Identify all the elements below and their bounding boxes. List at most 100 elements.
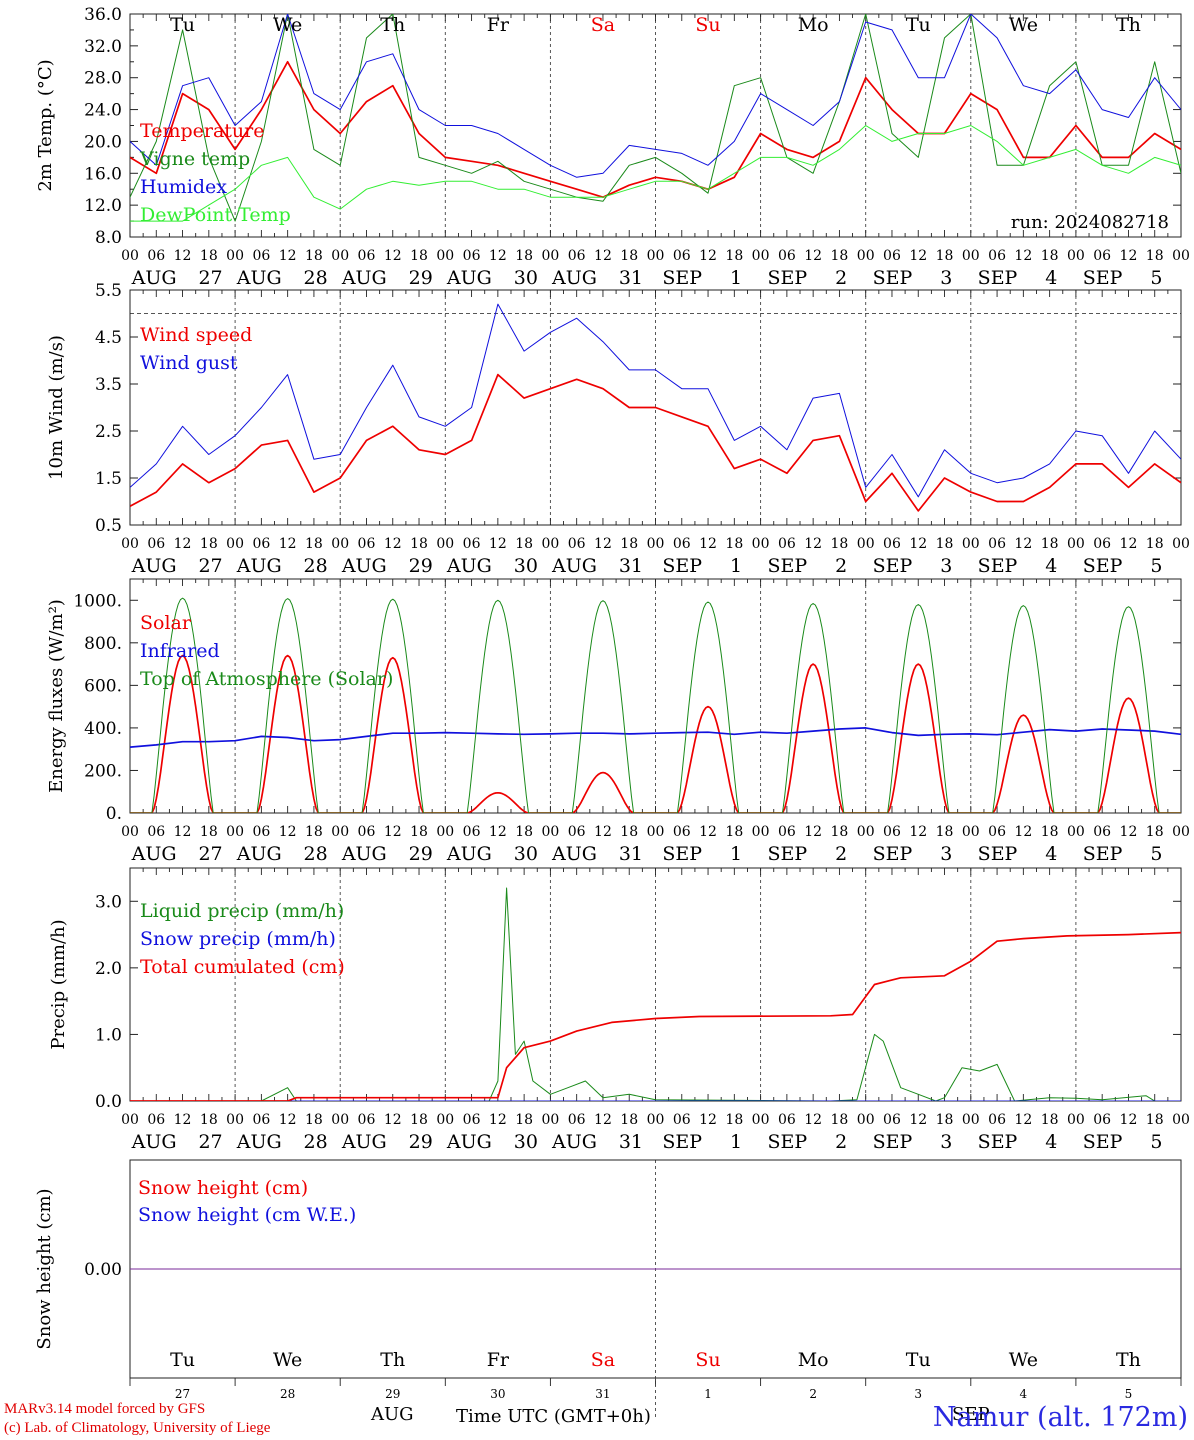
date-month-label: AUG bbox=[446, 843, 492, 865]
hour-tick-label: 12 bbox=[909, 536, 927, 552]
hour-tick-label: 06 bbox=[463, 824, 481, 840]
date-day-label: 27 bbox=[198, 843, 222, 865]
day-of-week-label: We bbox=[273, 14, 302, 36]
date-day-label: 31 bbox=[595, 1387, 610, 1401]
date-month-label: AUG bbox=[236, 1131, 282, 1153]
date-day-label: 2 bbox=[835, 843, 847, 865]
hour-tick-label: 18 bbox=[305, 536, 323, 552]
hour-tick-label: 18 bbox=[1041, 1112, 1059, 1128]
hour-tick-label: 12 bbox=[804, 536, 822, 552]
y-axis-label: 10m Wind (m/s) bbox=[46, 335, 67, 480]
date-day-label: 5 bbox=[1150, 555, 1162, 577]
hour-tick-label: 18 bbox=[831, 824, 849, 840]
hour-tick-label: 12 bbox=[279, 536, 297, 552]
hour-tick-label: 00 bbox=[1172, 1112, 1190, 1128]
y-tick-label: 16.0 bbox=[84, 164, 122, 184]
hour-tick-label: 06 bbox=[673, 536, 691, 552]
hour-tick-label: 00 bbox=[436, 536, 454, 552]
date-day-label: 28 bbox=[304, 1131, 328, 1153]
hour-tick-label: 06 bbox=[778, 824, 796, 840]
hour-tick-label: 06 bbox=[463, 248, 481, 264]
hour-tick-label: 18 bbox=[200, 824, 218, 840]
hour-tick-label: 18 bbox=[515, 824, 533, 840]
date-month-label: AUG bbox=[341, 267, 387, 289]
y-tick-label: 2.0 bbox=[95, 959, 122, 979]
hour-tick-label: 06 bbox=[252, 248, 270, 264]
day-of-week-label: Sa bbox=[591, 1349, 615, 1371]
date-month-label: SEP bbox=[1083, 843, 1123, 865]
date-month-label: SEP bbox=[978, 843, 1018, 865]
hour-tick-label: 06 bbox=[568, 1112, 586, 1128]
date-day-label: 27 bbox=[175, 1387, 190, 1401]
hour-tick-label: 06 bbox=[463, 1112, 481, 1128]
day-of-week-label: We bbox=[1009, 14, 1038, 36]
day-of-week-label: Th bbox=[380, 1349, 405, 1371]
hour-tick-label: 00 bbox=[962, 1112, 980, 1128]
hour-tick-label: 06 bbox=[883, 248, 901, 264]
hour-tick-label: 18 bbox=[305, 1112, 323, 1128]
y-tick-label: 3.0 bbox=[95, 892, 122, 912]
legend-entry: Vigne temp bbox=[139, 148, 250, 170]
hour-tick-label: 12 bbox=[594, 1112, 612, 1128]
hour-tick-label: 12 bbox=[384, 824, 402, 840]
date-month-label: SEP bbox=[1083, 267, 1123, 289]
y-tick-label: 400. bbox=[84, 719, 122, 739]
date-day-label: 31 bbox=[619, 555, 643, 577]
date-month-label: SEP bbox=[767, 555, 807, 577]
hour-tick-label: 06 bbox=[147, 824, 165, 840]
hour-tick-label: 00 bbox=[1067, 536, 1085, 552]
hour-tick-label: 12 bbox=[1014, 1112, 1032, 1128]
y-tick-label: 2.5 bbox=[95, 422, 122, 442]
date-day-label: 28 bbox=[280, 1387, 295, 1401]
hour-tick-label: 00 bbox=[436, 248, 454, 264]
date-day-label: 3 bbox=[940, 555, 952, 577]
hour-tick-label: 18 bbox=[200, 1112, 218, 1128]
date-day-label: 2 bbox=[809, 1387, 817, 1401]
hour-tick-label: 18 bbox=[620, 536, 638, 552]
hour-tick-label: 00 bbox=[1172, 536, 1190, 552]
hour-tick-label: 00 bbox=[436, 1112, 454, 1128]
hour-tick-label: 06 bbox=[1093, 248, 1111, 264]
hour-tick-label: 12 bbox=[489, 824, 507, 840]
date-month-label: SEP bbox=[662, 843, 702, 865]
hour-tick-label: 18 bbox=[1041, 824, 1059, 840]
hour-tick-label: 00 bbox=[962, 536, 980, 552]
hour-tick-label: 06 bbox=[147, 1112, 165, 1128]
date-month-label: SEP bbox=[662, 555, 702, 577]
hour-tick-label: 12 bbox=[174, 824, 192, 840]
y-tick-label: 0. bbox=[106, 804, 122, 824]
hour-tick-label: 12 bbox=[804, 1112, 822, 1128]
hour-tick-label: 06 bbox=[252, 536, 270, 552]
hour-tick-label: 00 bbox=[331, 536, 349, 552]
y-axis-label: Precip (mm/h) bbox=[48, 919, 69, 1049]
hour-tick-label: 06 bbox=[673, 1112, 691, 1128]
legend-entry: Top of Atmosphere (Solar) bbox=[140, 668, 393, 690]
date-day-label: 27 bbox=[198, 267, 222, 289]
hour-tick-label: 00 bbox=[962, 248, 980, 264]
date-month-label: AUG bbox=[236, 843, 282, 865]
y-tick-label: 0.00 bbox=[84, 1260, 122, 1280]
y-axis-label: 2m Temp. (°C) bbox=[35, 59, 56, 191]
y-tick-label: 12.0 bbox=[84, 196, 122, 216]
day-of-week-label: Tu bbox=[170, 1349, 195, 1371]
date-month-label: AUG bbox=[131, 1131, 177, 1153]
hour-tick-label: 06 bbox=[252, 1112, 270, 1128]
day-of-week-label: Su bbox=[695, 14, 720, 36]
hour-tick-label: 12 bbox=[594, 248, 612, 264]
date-day-label: 1 bbox=[730, 843, 742, 865]
legend-entry: Humidex bbox=[140, 176, 227, 198]
date-day-label: 29 bbox=[385, 1387, 400, 1401]
model-credit: MARv3.14 model forced by GFS bbox=[4, 1401, 206, 1417]
hour-tick-label: 00 bbox=[752, 536, 770, 552]
date-month-label: AUG bbox=[341, 843, 387, 865]
y-axis-label: Snow height (cm) bbox=[34, 1188, 55, 1349]
hour-tick-label: 12 bbox=[594, 824, 612, 840]
hour-tick-label: 00 bbox=[857, 536, 875, 552]
hour-tick-label: 06 bbox=[883, 536, 901, 552]
hour-tick-label: 18 bbox=[936, 824, 954, 840]
y-tick-label: 32.0 bbox=[84, 37, 122, 57]
hour-tick-label: 00 bbox=[331, 824, 349, 840]
series-total-cumulated-cm bbox=[130, 931, 1181, 1101]
panel-5 bbox=[129, 1159, 1182, 1420]
date-day-label: 30 bbox=[514, 555, 538, 577]
